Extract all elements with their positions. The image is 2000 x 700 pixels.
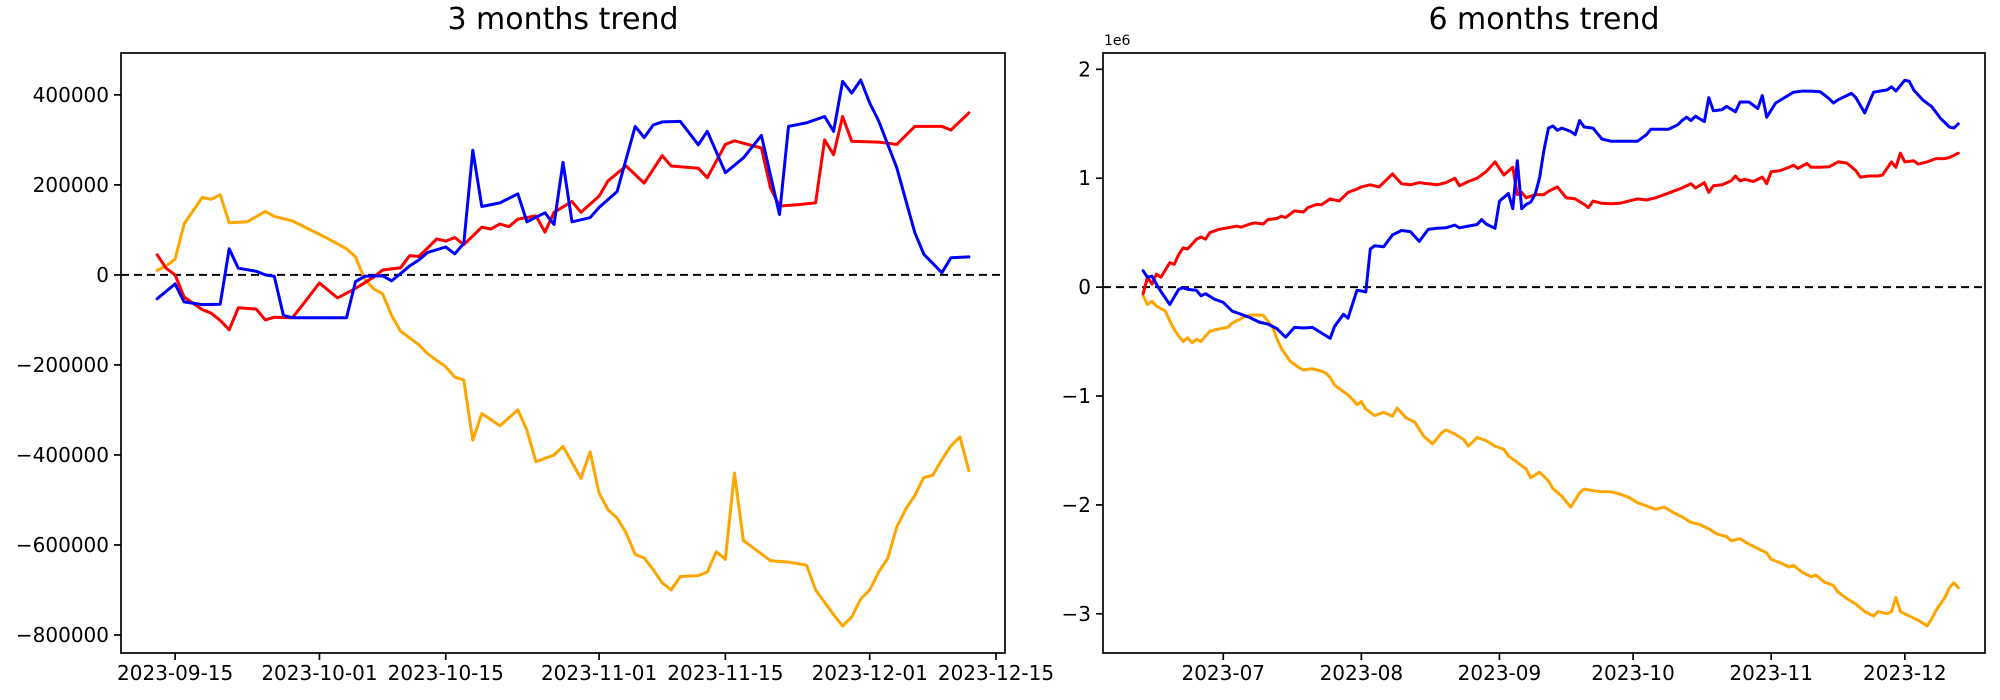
y-tick-label: 2 [1078, 57, 1091, 81]
x-tick-label: 2023-11-01 [541, 661, 657, 685]
x-tick-label: 2023-10 [1591, 661, 1675, 685]
axes-frame [1102, 52, 1986, 654]
x-tick-label: 2023-11-15 [667, 661, 783, 685]
x-tick-label: 2023-11 [1729, 661, 1813, 685]
y-tick-label: −800000 [16, 623, 109, 647]
series-red-line [1141, 151, 1960, 296]
x-tick-label: 2023-12-01 [812, 661, 928, 685]
y-tick-label: −1 [1062, 384, 1091, 408]
chart-title-6-months: 6 months trend [1428, 2, 1660, 37]
y-tick-label: 400000 [33, 83, 109, 107]
y-tick-label: 0 [1078, 275, 1091, 299]
y-tick-label: 200000 [33, 173, 109, 197]
x-tick-label: 2023-10-01 [261, 661, 377, 685]
x-tick-label: 2023-12-15 [938, 661, 1054, 685]
series-blue-line [1141, 78, 1960, 340]
x-tick-label: 2023-08 [1320, 661, 1404, 685]
series-orange-line [155, 193, 971, 628]
plot-area-6-months: 2023-07 2023-08 2023-09 2023-10 2023-11 2023-… [1062, 52, 1986, 685]
series-orange-line [1141, 294, 1960, 628]
x-tick-label: 2023-12 [1863, 661, 1947, 685]
y-axis-offset-label: 1e6 [1104, 33, 1131, 49]
plot-area-3-months: 2023-09-15 2023-10-01 2023-10-15 2023-11-01… [16, 52, 1054, 685]
axes-frame [120, 52, 1006, 654]
plot-canvas-3-months-trend: 2023-09-15 2023-10-01 2023-10-15 2023-11-01… [16, 52, 1054, 685]
x-tick-label: 2023-07 [1181, 661, 1265, 685]
y-tick-label: 0 [96, 263, 109, 287]
y-tick-label: −200000 [16, 353, 109, 377]
chart-title-3-months: 3 months trend [447, 2, 679, 37]
series-red-line [155, 111, 971, 332]
plot-canvas-6-months-trend: 2023-07 2023-08 2023-09 2023-10 2023-11 2023-… [1062, 52, 1986, 685]
y-tick-label: −3 [1062, 602, 1091, 626]
y-tick-label: −400000 [16, 443, 109, 467]
x-tick-label: 2023-09-15 [117, 661, 233, 685]
x-tick-label: 2023-09 [1458, 661, 1542, 685]
y-tick-label: −2 [1062, 493, 1091, 517]
x-tick-label: 2023-10-15 [388, 661, 504, 685]
series-blue-line [155, 78, 971, 320]
y-tick-label: 1 [1078, 166, 1091, 190]
y-tick-label: −600000 [16, 533, 109, 557]
